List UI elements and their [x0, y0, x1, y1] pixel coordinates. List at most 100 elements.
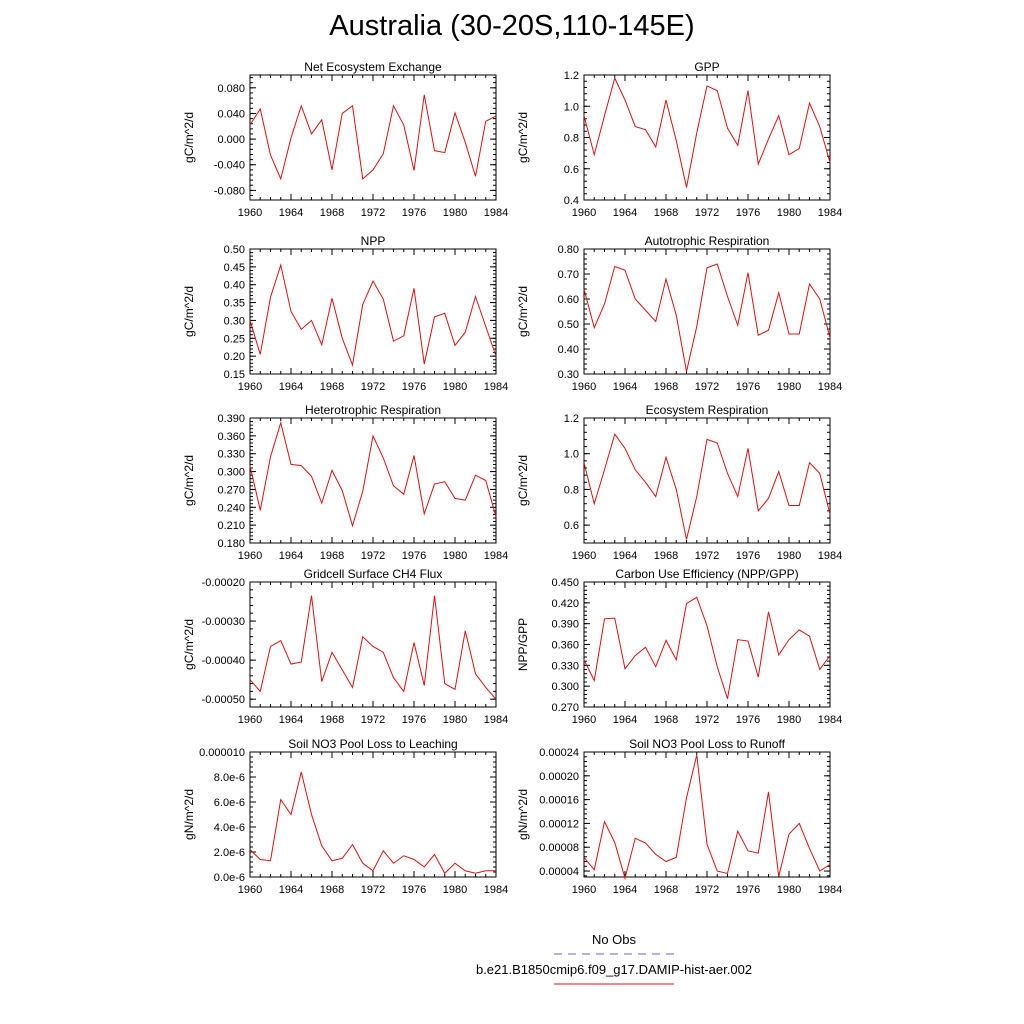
panel-title: Gridcell Surface CH4 Flux [304, 567, 443, 581]
x-tick-label: 1964 [613, 550, 637, 562]
x-tick-label: 1968 [320, 714, 344, 726]
panel-title: Carbon Use Efficiency (NPP/GPP) [615, 567, 798, 581]
y-axis-label: gC/m^2/d [516, 112, 530, 163]
y-axis-label: gC/m^2/d [516, 455, 530, 506]
y-tick-label: 0.420 [551, 598, 579, 610]
legend-case-label: b.e21.B1850cmip6.f09_g17.DAMIP-hist-aer.… [475, 962, 753, 977]
x-tick-label: 1964 [613, 207, 637, 219]
x-tick-label: 1960 [572, 884, 596, 896]
x-tick-label: 1972 [695, 714, 719, 726]
x-tick-label: 1964 [279, 381, 303, 393]
y-tick-label: 1.0 [564, 449, 579, 461]
x-tick-label: 1960 [238, 207, 262, 219]
y-tick-label: 0.00012 [539, 818, 579, 830]
x-tick-label: 1976 [736, 714, 760, 726]
series-line-0 [583, 754, 831, 881]
x-tick-label: 1972 [695, 884, 719, 896]
y-tick-label: 0.270 [217, 484, 245, 496]
panel-title: Net Ecosystem Exchange [304, 60, 442, 74]
x-tick-label: 1968 [320, 381, 344, 393]
y-tick-label: 1.2 [564, 413, 579, 425]
x-tick-label: 1976 [402, 207, 426, 219]
plot-frame [583, 417, 831, 544]
y-tick-label: 0.300 [551, 681, 579, 693]
x-tick-label: 1960 [572, 381, 596, 393]
x-tick-label: 1984 [818, 381, 842, 393]
x-tick-label: 1972 [695, 207, 719, 219]
x-tick-label: 1968 [654, 381, 678, 393]
figure-title: Australia (30-20S,110-145E) [329, 10, 695, 42]
x-tick-label: 1968 [654, 884, 678, 896]
y-tick-label: 0.6 [564, 164, 579, 176]
y-axis-label: gC/m^2/d [182, 286, 196, 337]
series-line-0 [249, 420, 497, 528]
series-line-0 [583, 263, 831, 372]
panel-6: Gridcell Surface CH4 Flux gC/m^2/d 1960 196… [182, 567, 508, 726]
y-tick-label: -0.00040 [202, 655, 245, 667]
y-tick-label: 0.30 [558, 369, 579, 381]
x-tick-label: 1976 [736, 550, 760, 562]
y-tick-label: 0.70 [558, 269, 579, 281]
x-tick-label: 1964 [279, 884, 303, 896]
x-tick-label: 1984 [818, 884, 842, 896]
x-tick-label: 1980 [777, 207, 801, 219]
y-tick-label: 0.40 [558, 344, 579, 356]
panel-7: Carbon Use Efficiency (NPP/GPP) NPP/GPP 19… [516, 567, 842, 726]
y-tick-label: 0.00024 [539, 747, 579, 759]
y-tick-label: 0.300 [217, 467, 245, 479]
x-tick-label: 1960 [238, 381, 262, 393]
y-tick-label: 0.00008 [539, 842, 579, 854]
x-tick-label: 1980 [777, 550, 801, 562]
panel-title: Autotrophic Respiration [645, 234, 770, 248]
y-axis-label: gC/m^2/d [516, 286, 530, 337]
plot-frame [249, 248, 497, 375]
x-tick-label: 1960 [238, 550, 262, 562]
y-tick-label: -0.00020 [202, 577, 245, 589]
x-tick-label: 1980 [777, 714, 801, 726]
panel-1: GPP gC/m^2/d 1960 1964 1968 1972 1976 1980 1984 0… [516, 60, 842, 219]
y-tick-label: 0.360 [217, 431, 245, 443]
y-tick-label: 6.0e-6 [214, 797, 245, 809]
y-tick-label: 0.6 [564, 520, 579, 532]
y-tick-label: 0.240 [217, 502, 245, 514]
y-tick-label: 0.45 [224, 262, 245, 274]
x-tick-label: 1980 [777, 884, 801, 896]
x-tick-label: 1972 [361, 381, 385, 393]
panel-title: NPP [361, 234, 386, 248]
series-line-0 [249, 263, 497, 367]
x-tick-label: 1960 [572, 714, 596, 726]
y-tick-label: 2.0e-6 [214, 847, 245, 859]
y-tick-label: 0.80 [558, 244, 579, 256]
y-tick-label: 0.180 [217, 538, 245, 550]
x-tick-label: 1964 [279, 207, 303, 219]
y-axis-label: gC/m^2/d [182, 112, 196, 163]
x-tick-label: 1976 [402, 381, 426, 393]
legend-obs-label: No Obs [591, 932, 637, 947]
x-tick-label: 1976 [402, 714, 426, 726]
x-tick-label: 1964 [613, 714, 637, 726]
plot-frame [249, 581, 497, 708]
x-tick-label: 1968 [654, 207, 678, 219]
series-line-0 [583, 596, 831, 699]
y-tick-label: 4.0e-6 [214, 822, 245, 834]
y-tick-label: 0.000010 [199, 747, 245, 759]
y-tick-label: 0.210 [217, 520, 245, 532]
panel-title: Heterotrophic Respiration [305, 403, 441, 417]
series-line-0 [249, 595, 497, 700]
y-tick-label: -0.00050 [202, 694, 245, 706]
x-tick-label: 1968 [320, 207, 344, 219]
x-tick-label: 1984 [484, 714, 508, 726]
panel-title: Soil NO3 Pool Loss to Leaching [288, 737, 457, 751]
y-tick-label: -0.080 [214, 185, 245, 197]
x-tick-label: 1964 [279, 550, 303, 562]
x-tick-label: 1972 [361, 884, 385, 896]
x-tick-label: 1980 [443, 884, 467, 896]
x-tick-label: 1968 [320, 550, 344, 562]
panel-8: Soil NO3 Pool Loss to Leaching gN/m^2/d 19… [182, 737, 508, 896]
y-tick-label: 0.8 [564, 484, 579, 496]
x-tick-label: 1972 [361, 207, 385, 219]
series-line-0 [583, 432, 831, 540]
y-axis-label: NPP/GPP [516, 618, 530, 671]
